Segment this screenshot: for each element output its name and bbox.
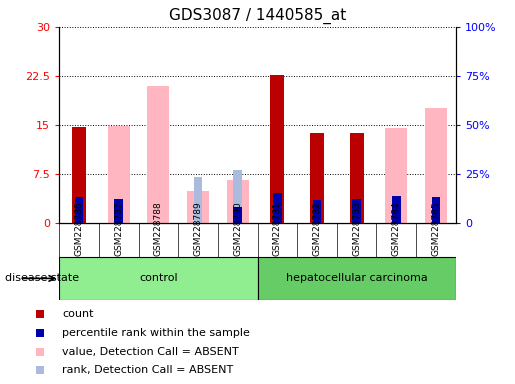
Bar <box>187 191 209 223</box>
Bar <box>108 126 130 223</box>
Text: value, Detection Call = ABSENT: value, Detection Call = ABSENT <box>62 347 239 357</box>
Bar <box>392 196 401 223</box>
Bar <box>75 197 83 223</box>
Bar <box>72 127 86 223</box>
Bar <box>273 194 282 223</box>
Bar <box>194 177 202 223</box>
Text: GSM228785: GSM228785 <box>432 201 440 256</box>
Bar <box>313 200 321 223</box>
Text: GSM228788: GSM228788 <box>154 201 163 256</box>
Bar <box>385 128 407 223</box>
Text: GSM228783: GSM228783 <box>352 201 361 256</box>
Text: count: count <box>62 309 94 319</box>
Bar <box>233 170 242 223</box>
Bar <box>59 257 258 300</box>
Title: GDS3087 / 1440585_at: GDS3087 / 1440585_at <box>169 8 346 24</box>
Text: GSM228787: GSM228787 <box>114 201 123 256</box>
Text: disease state: disease state <box>5 273 79 283</box>
Text: GSM228781: GSM228781 <box>273 201 282 256</box>
Bar <box>350 132 364 223</box>
Text: rank, Detection Call = ABSENT: rank, Detection Call = ABSENT <box>62 366 234 376</box>
Bar <box>270 75 284 223</box>
Bar <box>227 180 249 223</box>
Bar <box>258 257 456 300</box>
Bar <box>310 133 324 223</box>
Text: GSM228784: GSM228784 <box>392 201 401 256</box>
Bar <box>233 207 242 223</box>
Text: GSM228790: GSM228790 <box>233 201 242 256</box>
Bar <box>432 197 440 223</box>
Text: hepatocellular carcinoma: hepatocellular carcinoma <box>286 273 427 283</box>
Text: control: control <box>139 273 178 283</box>
Text: GSM228786: GSM228786 <box>75 201 83 256</box>
Bar <box>425 109 447 223</box>
Bar <box>352 199 361 223</box>
Text: GSM228782: GSM228782 <box>313 201 321 256</box>
Text: percentile rank within the sample: percentile rank within the sample <box>62 328 250 338</box>
Bar <box>114 199 123 223</box>
Bar <box>147 86 169 223</box>
Text: GSM228789: GSM228789 <box>194 201 202 256</box>
